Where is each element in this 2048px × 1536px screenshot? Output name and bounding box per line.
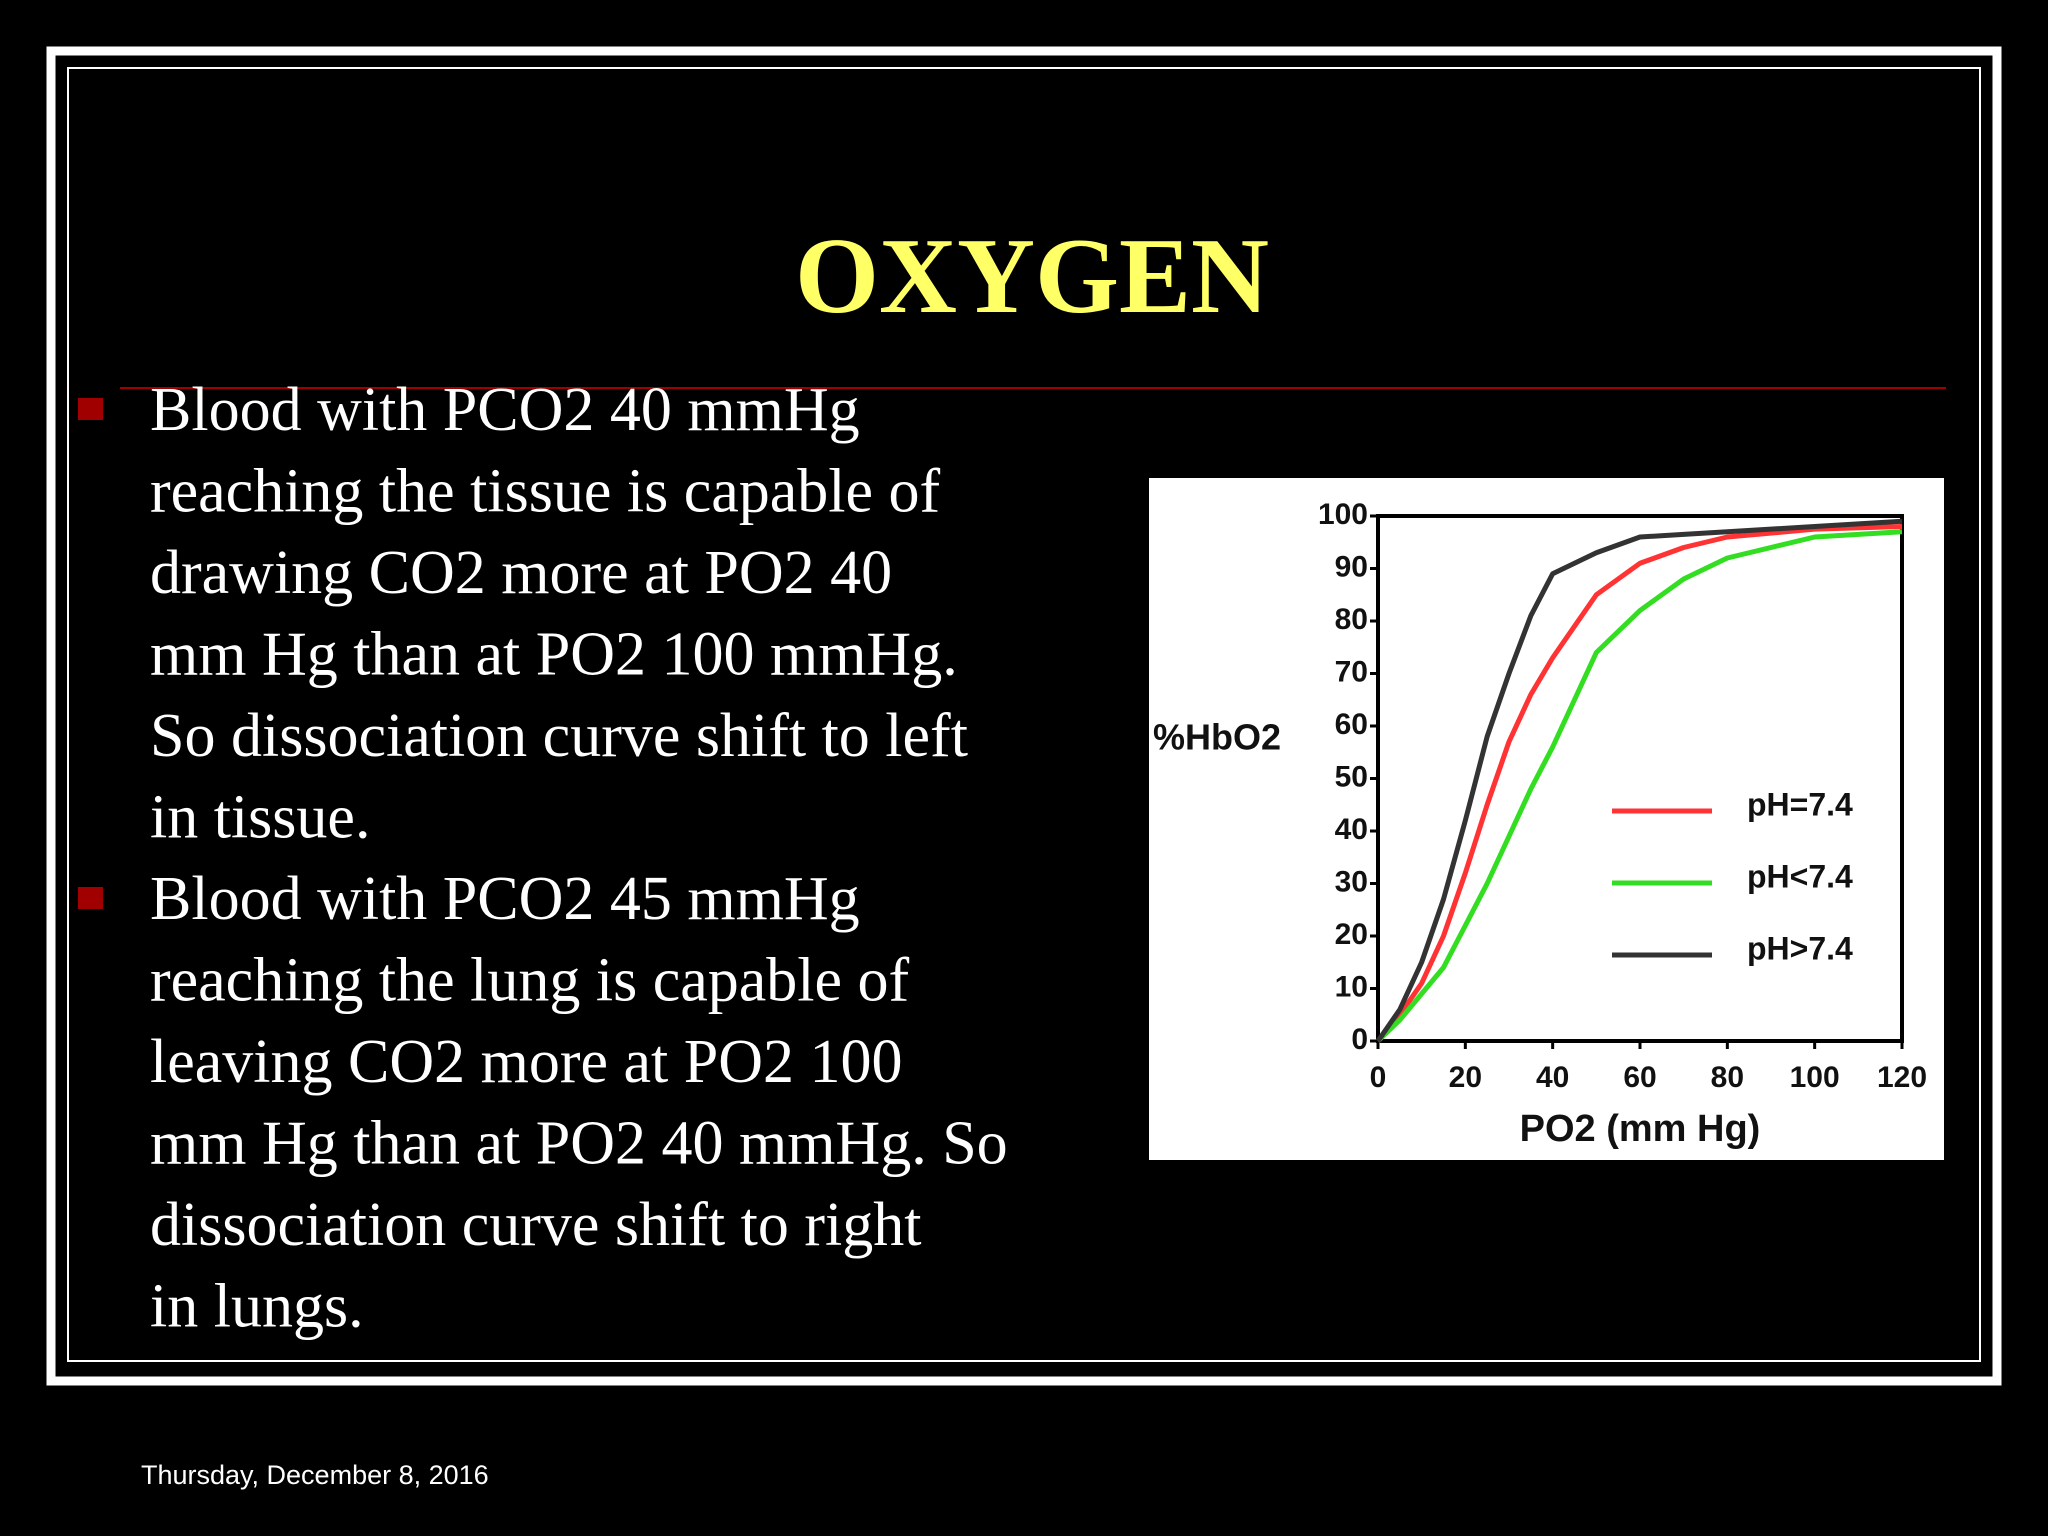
footer-date: Thursday, December 8, 2016	[141, 1460, 489, 1490]
y-tick-label: 30	[1335, 865, 1368, 898]
y-tick-label: 90	[1335, 550, 1368, 583]
bullet-text: So dissociation curve shift to left	[150, 702, 968, 770]
bullet-marker	[78, 398, 103, 420]
outer-frame	[46, 46, 2002, 1386]
curve	[1376, 524, 1903, 1043]
y-tick-label: 100	[1318, 498, 1368, 531]
curve	[1376, 529, 1903, 1043]
y-tick-label: 40	[1335, 813, 1368, 846]
y-tick-label: 10	[1335, 970, 1368, 1003]
legend-label: pH>7.4	[1747, 930, 1853, 966]
y-tick-label: 60	[1335, 708, 1368, 741]
bullet-text: Blood with PCO2 45 mmHg	[150, 865, 860, 933]
x-tick-label: 100	[1790, 1061, 1840, 1094]
bullet-text: reaching the tissue is capable of	[150, 458, 941, 526]
bullet-text: mm Hg than at PO2 40 mmHg. So	[150, 1110, 1008, 1178]
y-tick-label: 50	[1335, 760, 1368, 793]
y-axis-label: %HbO2	[1153, 717, 1281, 758]
x-tick-label: 20	[1449, 1061, 1482, 1094]
bullet-text: reaching the lung is capable of	[150, 947, 910, 1015]
x-tick-label: 80	[1711, 1061, 1744, 1094]
y-tick-label: 20	[1335, 918, 1368, 951]
y-tick-label: 80	[1335, 603, 1368, 636]
legend-label: pH=7.4	[1747, 786, 1853, 822]
bullet-text: Blood with PCO2 40 mmHg	[150, 376, 860, 444]
bullet-text: leaving CO2 more at PO2 100	[150, 1028, 903, 1096]
x-tick-label: 40	[1536, 1061, 1569, 1094]
legend-label: pH<7.4	[1747, 858, 1853, 894]
inner-frame	[67, 67, 1981, 1362]
x-tick-label: 0	[1370, 1061, 1387, 1094]
bullet-text: in lungs.	[150, 1273, 364, 1341]
y-tick-label: 0	[1351, 1023, 1368, 1056]
bullet-text: dissociation curve shift to right	[150, 1191, 921, 1259]
x-tick-label: 60	[1623, 1061, 1656, 1094]
y-tick-label: 70	[1335, 655, 1368, 688]
bullet-marker	[78, 887, 103, 909]
bullet-text: drawing CO2 more at PO2 40	[150, 539, 892, 607]
slide-title: OXYGEN	[795, 217, 1269, 336]
bullet-text: in tissue.	[150, 784, 370, 852]
x-tick-label: 120	[1877, 1061, 1927, 1094]
chart-panel	[1149, 478, 1944, 1160]
bullet-text: mm Hg than at PO2 100 mmHg.	[150, 621, 958, 689]
curve	[1375, 518, 1903, 1043]
x-axis-label: PO2 (mm Hg)	[1520, 1108, 1761, 1150]
